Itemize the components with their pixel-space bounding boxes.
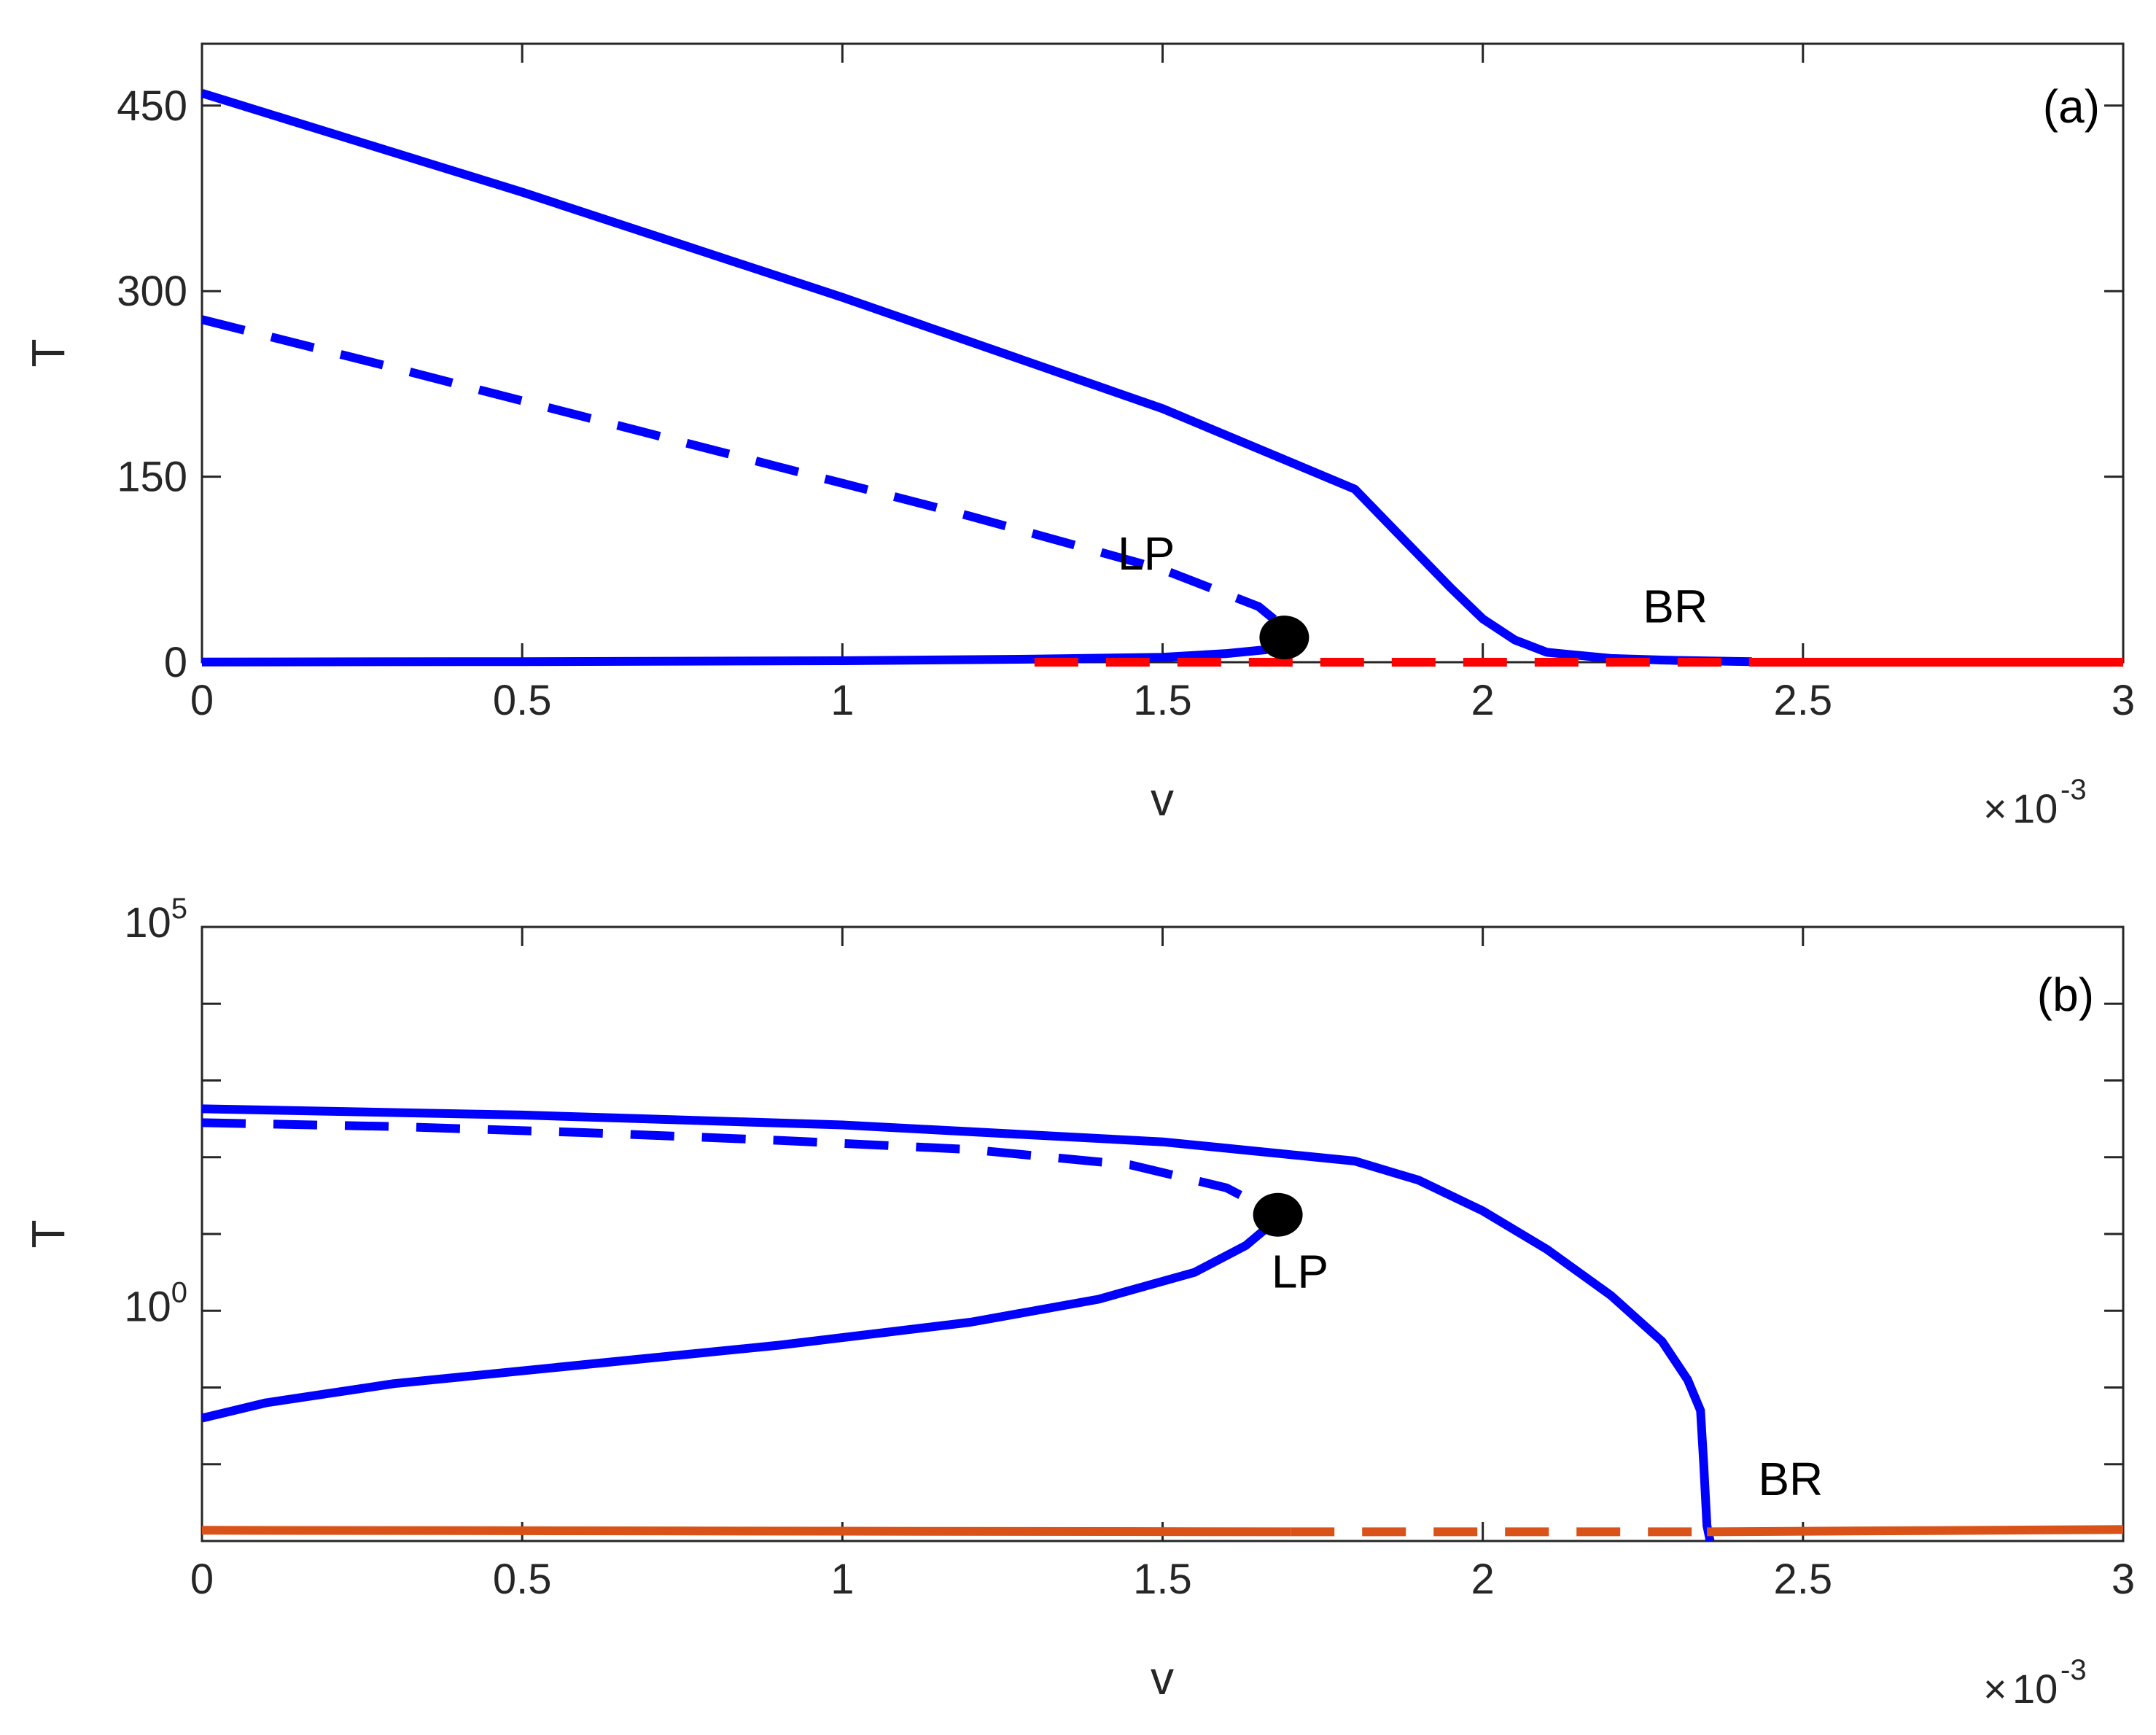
x-tick-label: 2.5 <box>1774 1556 1833 1603</box>
x-tick-label: 1 <box>830 677 854 724</box>
panel-a-tick-labels: 0 0.5 1 1.5 2 2.5 3 0 150 300 450 LP BR <box>117 82 2135 724</box>
y-tick-label: 300 <box>117 268 187 315</box>
x-tick-label: 2 <box>1471 677 1495 724</box>
x-tick-label: 1.5 <box>1133 1556 1192 1603</box>
panel-b-tick-labels: 0 0.5 1 1.5 2 2.5 3 100 105 LP BR <box>124 893 2135 1603</box>
series-line-solid <box>201 1526 1291 1537</box>
annotation-lp: LP <box>1118 527 1175 580</box>
x-tick-label: 3 <box>2112 677 2135 724</box>
series-line-solid <box>1707 1525 2124 1537</box>
x-tick-label: 1.5 <box>1133 677 1192 724</box>
y-tick-label: 450 <box>117 82 187 130</box>
panel-b-series <box>201 1104 2124 1542</box>
annotation-br: BR <box>1643 581 1708 633</box>
x-tick-label: 0 <box>190 677 214 724</box>
panel-a-exponent-prefix: × <box>1983 785 2007 831</box>
panel-b-label: (b) <box>2037 969 2094 1021</box>
series-line-dashed <box>201 1118 1280 1219</box>
panel-b-exponent-prefix: × <box>1983 1666 2007 1712</box>
panel-b-ylabel: T <box>22 1219 74 1248</box>
panel-a-label: (a) <box>2043 80 2100 133</box>
x-tick-label: 0.5 <box>493 1556 552 1603</box>
panel-b-x-exponent: × 10 -3 <box>1983 1654 2087 1712</box>
panel-b-ticks <box>201 925 2125 1542</box>
annotation-br: BR <box>1758 1453 1823 1505</box>
series-line-solid <box>201 1215 1281 1423</box>
panel-a: 0 0.5 1 1.5 2 2.5 3 0 150 300 450 LP BR (a) v T × 10… <box>22 42 2135 831</box>
panel-a-ylabel: T <box>22 338 74 367</box>
panel-b-xlabel: v <box>1151 1652 1174 1704</box>
lp-marker <box>1253 1192 1303 1237</box>
series-line-dashed <box>201 315 1288 632</box>
panel-b: 0 0.5 1 1.5 2 2.5 3 100 105 LP BR (b) v T × 10 -3 <box>22 893 2135 1712</box>
panel-a-plot-area <box>201 42 2125 664</box>
panel-a-exponent-power: -3 <box>2060 774 2087 806</box>
x-tick-label: 0 <box>190 1556 214 1603</box>
x-tick-label: 2 <box>1471 1556 1495 1603</box>
x-tick-label: 2.5 <box>1774 677 1833 724</box>
x-tick-label: 1 <box>830 1556 854 1603</box>
x-tick-label: 0.5 <box>493 677 552 724</box>
series-line-solid <box>201 640 1285 667</box>
panel-a-exponent-base: 10 <box>2012 785 2058 831</box>
annotation-lp: LP <box>1272 1246 1328 1298</box>
y-tick-label: 0 <box>164 639 187 686</box>
panel-b-exponent-power: -3 <box>2060 1654 2087 1686</box>
x-tick-label: 3 <box>2112 1556 2135 1603</box>
panel-b-plot-area <box>201 925 2125 1542</box>
lp-marker <box>1259 616 1309 660</box>
y-tick-label: 100 <box>124 1276 187 1330</box>
panel-a-x-exponent: × 10 -3 <box>1983 774 2087 831</box>
panel-b-exponent-base: 10 <box>2012 1666 2058 1712</box>
y-tick-label: 105 <box>124 893 187 947</box>
panel-a-series <box>201 89 2123 667</box>
panel-a-xlabel: v <box>1151 773 1174 826</box>
y-tick-label: 150 <box>117 454 187 501</box>
series-line-solid <box>201 1104 1715 1542</box>
